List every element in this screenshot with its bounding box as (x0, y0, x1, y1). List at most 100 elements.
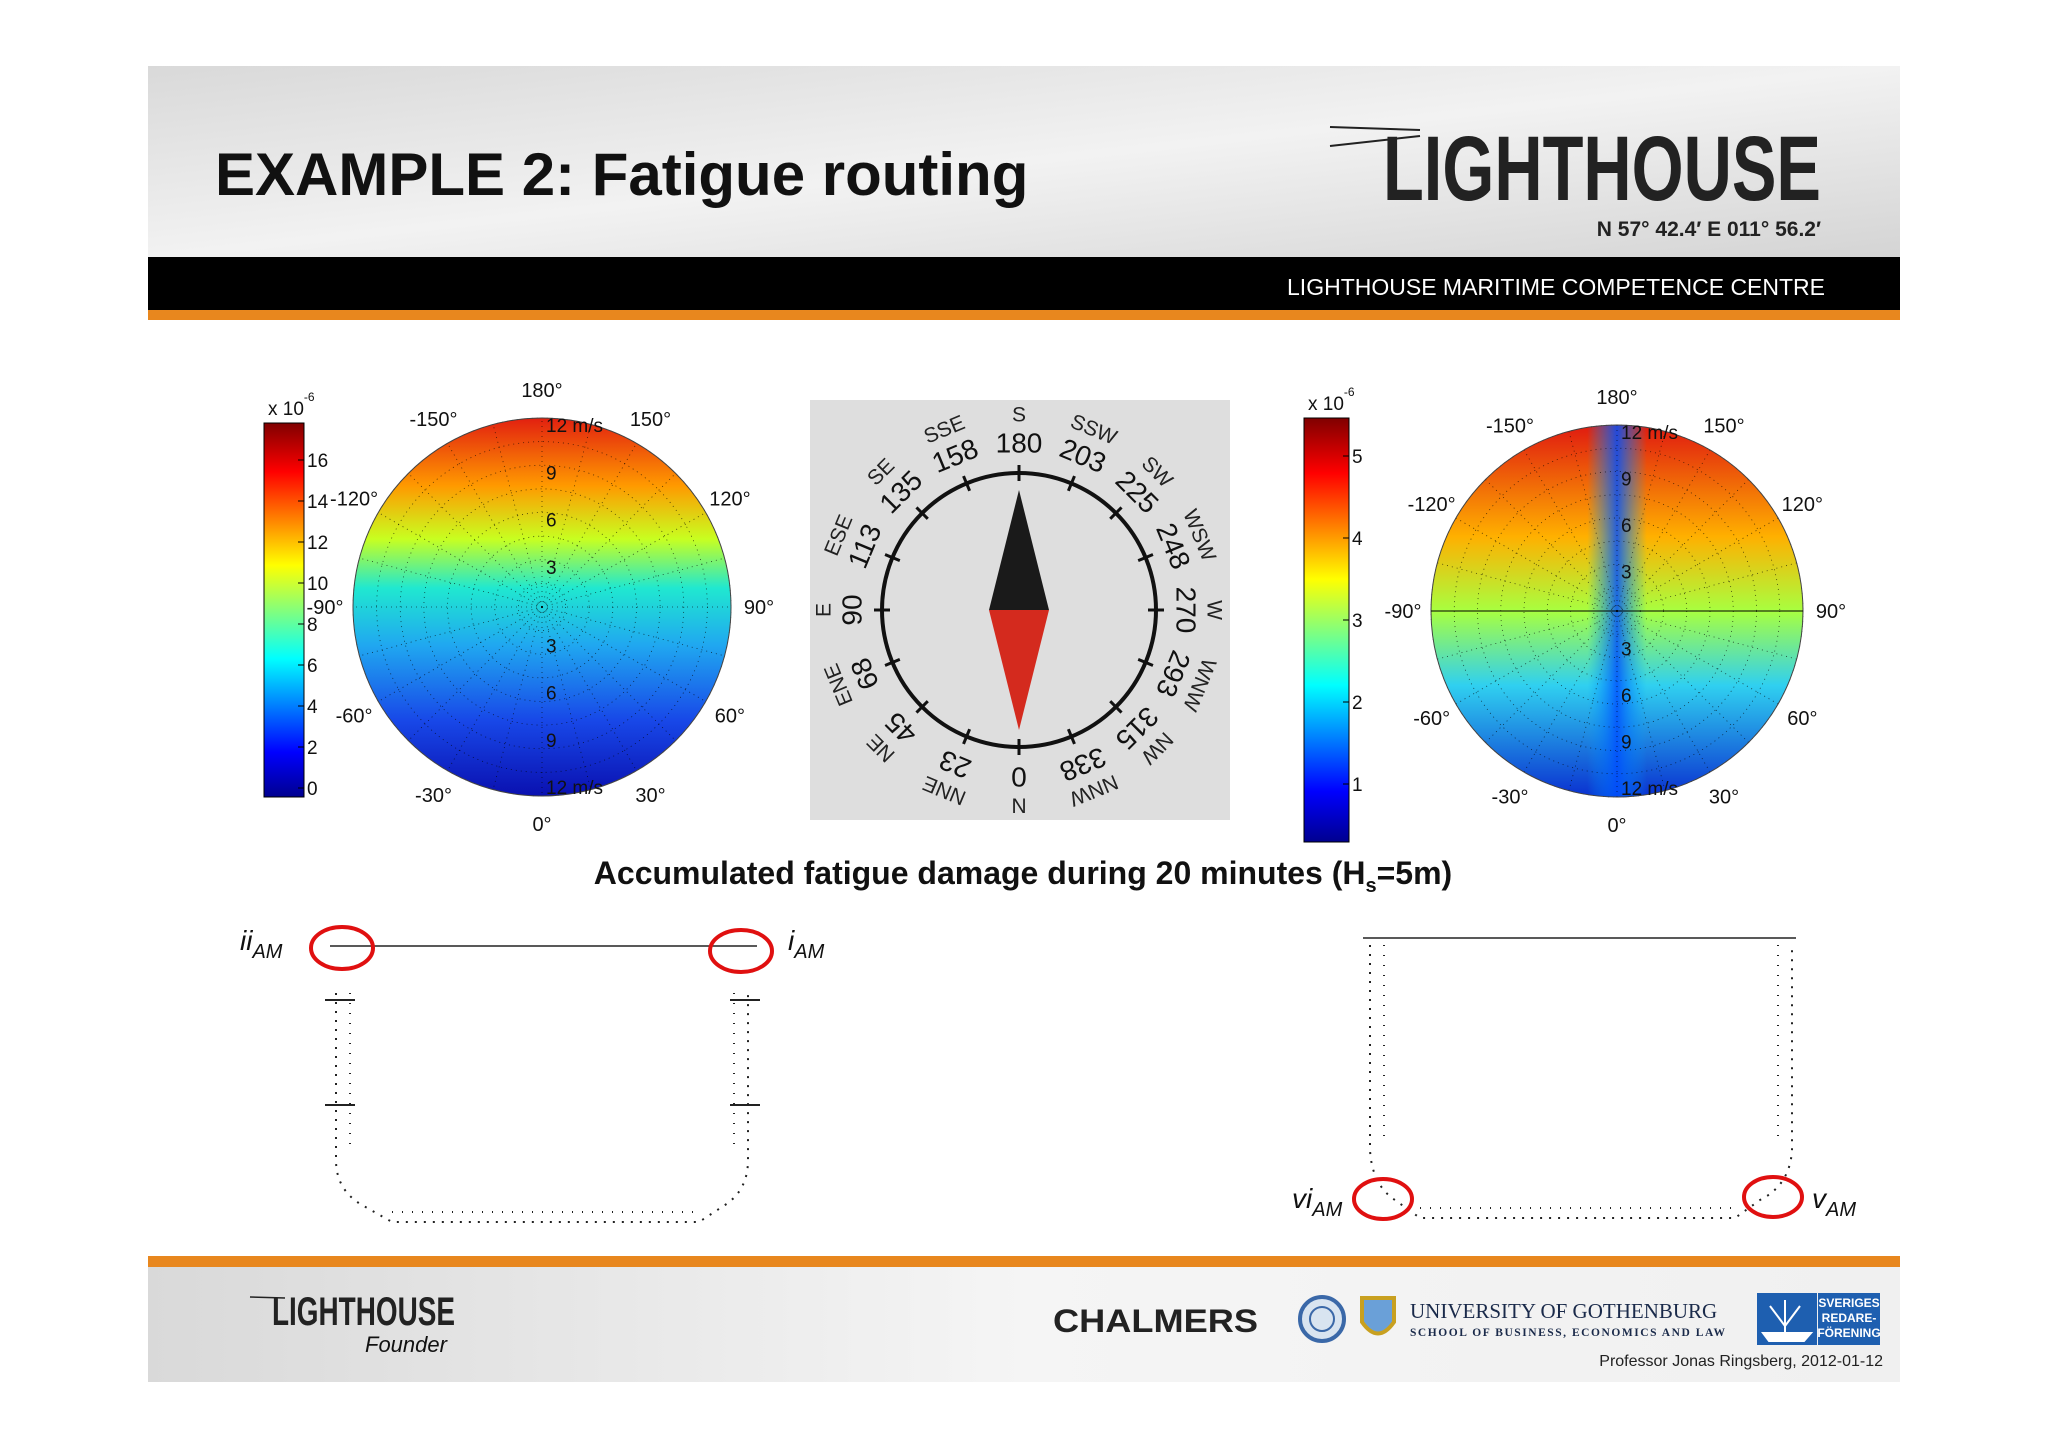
compass-tick (884, 553, 901, 563)
hotspot-circle (309, 925, 375, 971)
compass-tick (1066, 475, 1076, 492)
polar-spoke (1568, 431, 1618, 612)
caption: Accumulated fatigue damage during 20 min… (594, 855, 1452, 897)
hull-label: iiAM (240, 925, 283, 963)
logo-beam (1329, 135, 1421, 147)
angle-label: 0° (1607, 815, 1626, 837)
colorbar-tick-label: 12 (307, 533, 328, 554)
polar-spoke (1437, 610, 1618, 660)
colorbar-tick-label: 5 (1352, 447, 1363, 468)
angle-label: 90° (1816, 601, 1846, 623)
banner-text: LIGHTHOUSE MARITIME COMPETENCE CENTRE (1287, 274, 1825, 300)
colorbar-tick-label: 16 (307, 451, 328, 472)
ring-label: 3 (546, 636, 557, 657)
header-band (148, 66, 1900, 258)
ring-label: 6 (546, 511, 557, 532)
label-sub: AM (251, 941, 282, 963)
compass-name: N (1011, 794, 1026, 817)
sveriges-box (1818, 1293, 1880, 1345)
hotspot-circle (1742, 1175, 1804, 1219)
colorbar-tick-label: 4 (307, 697, 318, 718)
polar-ring (447, 512, 637, 702)
logo-beam (1329, 126, 1421, 131)
school-crest (1360, 1296, 1396, 1336)
angle-label: -60° (336, 706, 373, 728)
colorbar-tick-label: 4 (1352, 529, 1363, 550)
polar-ring (494, 559, 590, 655)
colorbar-tick-label: 0 (307, 779, 318, 800)
label-main: v (1812, 1183, 1828, 1214)
angle-label: -150° (409, 409, 457, 431)
angle-label: -30° (1492, 786, 1529, 808)
header-logo: LIGHTHOUSE N 57° 42.4′ E 011° 56.2′ (1329, 118, 1821, 241)
compass-tick (962, 475, 972, 492)
ring-label: 9 (546, 731, 557, 752)
footer-stripe (148, 1256, 1900, 1267)
polar-spoke (1568, 610, 1618, 791)
angle-label: 120° (709, 489, 750, 511)
compass-tick (884, 657, 901, 667)
university-seal-inner (1309, 1306, 1335, 1332)
hull-right (1363, 937, 1796, 1219)
exponent-base: x 10 (268, 399, 304, 420)
compass-degree: 90 (837, 594, 868, 625)
colorbar-tick-label: 8 (307, 615, 318, 636)
credit: Professor Jonas Ringsberg, 2012-01-12 (1599, 1353, 1883, 1370)
label-main: i (788, 925, 795, 956)
colorbar (263, 422, 305, 798)
hotspot-circle (708, 928, 774, 974)
hotspot-circle (1352, 1177, 1414, 1221)
polar-spoke (1616, 479, 1749, 612)
colorbar-tick-label: 10 (307, 574, 328, 595)
sveriges-ship (1761, 1300, 1814, 1342)
angle-label: -150° (1486, 416, 1534, 438)
university-name: UNIVERSITY OF GOTHENBURG (1410, 1299, 1717, 1323)
angle-label: 30° (1709, 786, 1739, 808)
polar-spoke (1616, 610, 1666, 791)
angle-label: 30° (635, 785, 665, 807)
ring-label: 9 (1621, 470, 1632, 491)
colorbar-exponent: x 10-6 (1308, 385, 1355, 415)
exponent-power: -6 (304, 390, 315, 404)
angle-label: -90° (307, 597, 344, 619)
footer-band (148, 1267, 1900, 1382)
polar-spoke (1523, 610, 1618, 773)
compass-degree: 180 (996, 428, 1043, 459)
hotspot-markers (309, 925, 1804, 1221)
hull-inner (349, 993, 735, 1213)
angle-label: 60° (1787, 708, 1817, 730)
compass-tick (1109, 700, 1123, 714)
angle-label: -90° (1385, 601, 1422, 623)
polar-spoke (1437, 562, 1618, 612)
compass-degree: 270 (1171, 587, 1202, 634)
colorbar-tick-label: 14 (307, 492, 329, 513)
ring-label: 12 m/s (1621, 779, 1678, 800)
ring-label: 3 (1621, 640, 1632, 661)
polar-spoke (1616, 431, 1666, 612)
colorbar-tick-label: 6 (307, 656, 318, 677)
banner-stripe (148, 310, 1900, 320)
colorbar-exponent: x 10-6 (268, 390, 315, 420)
hull-label: iAM (788, 925, 825, 963)
hull-label: viAM (1292, 1183, 1343, 1221)
compass-tick (1137, 657, 1154, 667)
angle-label: -30° (415, 785, 452, 807)
compass-needle-north (989, 490, 1049, 610)
angle-label: -120° (330, 489, 378, 511)
footer-founder: Founder (365, 1332, 449, 1357)
ring-label: 6 (1621, 686, 1632, 707)
compass-tick (915, 506, 929, 520)
angle-label: 60° (715, 706, 745, 728)
caption-subscript: s (1365, 875, 1376, 897)
ring-label: 3 (546, 558, 557, 579)
polar-spoke (1616, 610, 1779, 705)
hull-stiffener (325, 999, 760, 1106)
compass-name: E (813, 603, 836, 617)
hull-left (325, 945, 760, 1223)
ring-label: 12 m/s (1621, 423, 1678, 444)
ring-label: 12 m/s (546, 416, 603, 437)
angle-label: 150° (630, 409, 671, 431)
polar-spoke (1616, 517, 1779, 612)
